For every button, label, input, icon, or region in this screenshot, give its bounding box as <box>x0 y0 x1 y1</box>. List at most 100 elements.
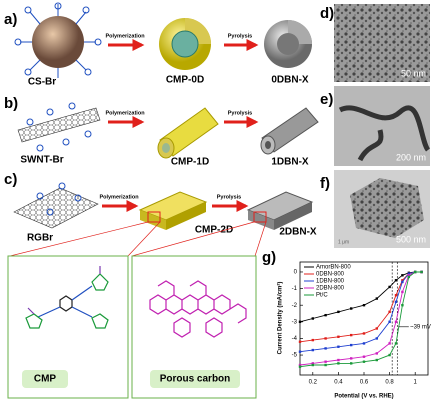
step-label: Polymerization <box>105 110 145 116</box>
data-point <box>350 307 353 310</box>
inset-title-box <box>22 370 68 388</box>
step-label: Pyrolysis <box>217 194 241 200</box>
data-point <box>394 300 398 304</box>
data-point <box>324 363 327 367</box>
swnt-tube <box>17 102 101 152</box>
data-point <box>311 363 314 367</box>
data-point <box>401 304 404 307</box>
connectors <box>9 221 267 257</box>
data-point <box>350 357 353 360</box>
panel-label: g) <box>262 249 276 266</box>
inset-title: CMP <box>34 374 57 385</box>
corner-label: 1 μm <box>338 239 349 245</box>
panel-label: e) <box>320 91 333 108</box>
data-point <box>401 274 404 277</box>
x-tick-label: 0.6 <box>360 380 369 386</box>
inset-title: Porous carbon <box>160 374 231 385</box>
data-point <box>324 347 327 350</box>
data-point <box>407 274 410 277</box>
data-point <box>362 332 366 335</box>
panel-label: f) <box>320 175 330 192</box>
data-point <box>407 275 410 279</box>
legend-label: 1DBN-800 <box>316 279 345 285</box>
panel-label: a) <box>4 11 17 28</box>
data-point <box>337 345 340 348</box>
panel-label: b) <box>4 95 18 112</box>
x-axis-label: Potential (V vs. RHE) <box>334 394 393 400</box>
step-label: Polymerization <box>105 33 145 39</box>
y-tick-label: -5 <box>292 353 298 359</box>
legend-label: 0DBN-800 <box>316 272 345 278</box>
data-point <box>337 335 340 338</box>
data-point <box>388 353 391 357</box>
data-point <box>311 348 314 352</box>
data-point <box>375 297 378 300</box>
data-point <box>324 337 327 340</box>
legend-label: 2DBN-800 <box>316 286 345 292</box>
data-point <box>394 320 398 324</box>
data-point <box>350 362 353 365</box>
cs-br-sphere <box>14 2 102 78</box>
data-point <box>388 320 391 324</box>
data-point <box>298 320 302 324</box>
data-point <box>362 355 366 358</box>
step-label: Pyrolysis <box>228 33 252 39</box>
cmp-0d-sphere <box>159 18 211 70</box>
product-label: 0DBN-X <box>271 75 309 86</box>
x-tick-label: 0.4 <box>334 380 343 386</box>
data-point <box>324 313 327 317</box>
data-point <box>388 342 391 345</box>
data-point <box>298 350 302 353</box>
data-point <box>401 290 404 294</box>
polymer-label: CMP-0D <box>166 75 204 86</box>
scale-bar-label: 200 nm <box>396 152 426 162</box>
cmp-1d-cylinder <box>157 107 219 159</box>
product-2d-slab <box>246 191 314 230</box>
data-point <box>394 294 398 297</box>
y-tick-label: -4 <box>292 336 298 342</box>
panel-label: c) <box>4 171 17 188</box>
y-tick-label: -3 <box>292 319 298 325</box>
tem-feature <box>338 105 431 162</box>
data-point <box>388 285 391 289</box>
step-label: Polymerization <box>99 194 139 200</box>
cmp-2d-slab <box>138 191 208 230</box>
data-point <box>414 270 417 274</box>
data-point <box>337 358 340 362</box>
product-label: 2DBN-X <box>279 227 317 238</box>
precursor-label: SWNT-Br <box>20 155 63 166</box>
polymer-label: CMP-2D <box>195 225 233 236</box>
data-point <box>401 280 404 284</box>
tem-image <box>334 86 430 166</box>
data-point <box>375 327 378 330</box>
data-point <box>375 337 378 340</box>
legend-label: Pt/C <box>316 293 328 299</box>
graphene-sheet <box>13 182 99 229</box>
product-0d-sphere <box>264 20 312 68</box>
x-tick-label: 0.2 <box>309 380 318 386</box>
data-point <box>420 270 423 274</box>
annotation: ~39 mV <box>410 324 431 330</box>
tem-image <box>334 4 430 82</box>
data-point <box>298 365 302 368</box>
data-point <box>407 272 410 275</box>
product-1d-cylinder <box>260 107 319 155</box>
data-point <box>362 342 366 345</box>
scale-bar-label: 500 nm <box>396 234 426 244</box>
data-point <box>375 358 378 362</box>
data-point <box>394 342 398 345</box>
legend-label: AmorBN-800 <box>316 265 351 271</box>
scale-bar-label: 50 nm <box>401 68 426 78</box>
precursor-label: CS-Br <box>28 77 56 88</box>
step-label: Pyrolysis <box>228 110 252 116</box>
x-tick-label: 1 <box>414 380 418 386</box>
data-point <box>394 279 398 282</box>
data-point <box>311 317 314 320</box>
data-point <box>362 304 366 307</box>
y-tick-label: 0 <box>294 270 298 276</box>
data-point <box>375 352 378 355</box>
data-point <box>337 362 340 365</box>
product-label: 1DBN-X <box>271 157 309 168</box>
data-point <box>388 310 391 314</box>
